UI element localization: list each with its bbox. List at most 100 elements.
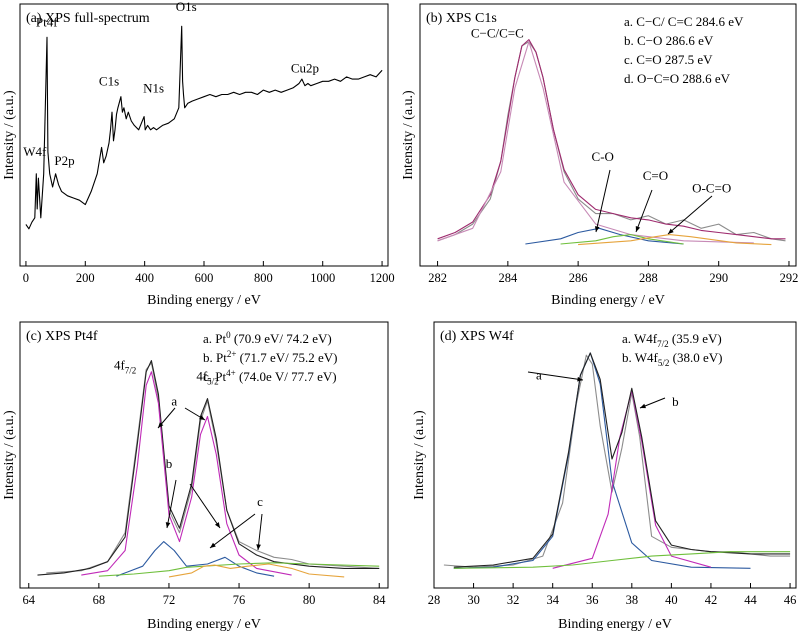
panel-c-frame (19, 321, 389, 589)
x-tick-label: 42 (705, 593, 718, 607)
peak-label: N1s (143, 80, 164, 95)
peak-label: Pt4f (36, 14, 58, 29)
x-tick-label: 288 (639, 271, 658, 285)
legend-entry: b. W4f5/2 (38.0 eV) (622, 350, 722, 368)
x-tick-label: 292 (780, 271, 799, 285)
peak-label: C-O (592, 149, 614, 164)
x-tick-label: 80 (303, 593, 316, 607)
x-tick-label: 1200 (370, 271, 395, 285)
panel-a-title: (a) XPS full-spectrum (26, 11, 150, 26)
panel-d-ylabel: Intensity / (a.u.) (412, 410, 427, 500)
legend-entry: a. Pt0 (70.9 eV/ 74.2 eV) (203, 330, 332, 346)
x-tick-label: 0 (23, 271, 29, 285)
peak-label: W4f (23, 144, 47, 159)
panel-b-xlabel: Binding energy / eV (551, 293, 665, 308)
peak-label: C=O (643, 168, 668, 183)
x-tick-label: 1000 (310, 271, 335, 285)
series-line-5 (578, 234, 772, 246)
x-tick-label: 44 (744, 593, 757, 607)
panel-d-title: (d) XPS W4f (440, 329, 514, 344)
panel-a-frame (19, 3, 389, 267)
x-tick-label: 76 (233, 593, 246, 607)
series-line-5 (168, 563, 345, 578)
peak-label: Cu2p (291, 61, 319, 76)
series-line-4 (98, 562, 380, 577)
x-tick-label: 36 (586, 593, 599, 607)
legend-entry: b. C−O 286.6 eV (624, 33, 714, 48)
series-line-4 (560, 234, 684, 245)
arrow-c-2 (209, 513, 256, 549)
arrow-c-o (595, 169, 611, 233)
panel-b-frame (419, 3, 797, 267)
series-line-0 (437, 41, 786, 242)
x-tick-label: 800 (254, 271, 273, 285)
peak-label: b (166, 456, 173, 471)
series-line-1 (437, 39, 786, 240)
x-tick-label: 64 (23, 593, 36, 607)
x-tick-label: 32 (507, 593, 520, 607)
arrow-c-2-head (210, 542, 216, 548)
legend-entry: c. C=O 287.5 eV (624, 52, 713, 67)
x-tick-label: 84 (373, 593, 386, 607)
panel-a-ylabel: Intensity / (a.u.) (2, 90, 17, 180)
x-tick-label: 200 (76, 271, 95, 285)
x-tick-label: 284 (498, 271, 518, 285)
x-tick-label: 400 (135, 271, 154, 285)
panel-b-title: (b) XPS C1s (426, 11, 497, 26)
panel-a-xlabel: Binding energy / eV (147, 293, 261, 308)
series-line-3 (525, 227, 684, 245)
arrow-b-1 (166, 479, 177, 529)
arrow-c-1-head (256, 544, 261, 550)
panel-b: (b) XPS C1s Binding energy / eV Intensit… (401, 3, 799, 308)
peak-label: c (257, 494, 263, 509)
series-line-1 (453, 352, 751, 569)
panel-c-title: (c) XPS Pt4f (26, 329, 98, 344)
x-tick-label: 34 (546, 593, 559, 607)
legend-entry: b. Pt2+ (71.7 eV/ 75.2 eV) (203, 349, 338, 365)
panel-c-xlabel: Binding energy / eV (147, 617, 261, 632)
peak-label: C1s (99, 74, 119, 89)
peak-label: O1s (176, 0, 197, 14)
panel-d-xlabel: Binding energy / eV (558, 617, 672, 632)
arrow-w-a-head (577, 376, 583, 382)
peak-label: O-C=O (692, 181, 731, 196)
x-tick-label: 40 (665, 593, 678, 607)
arrow-b-2 (189, 483, 221, 529)
arrow-c-eq-o (635, 189, 653, 233)
peak-label: C−C/C=C (471, 26, 524, 41)
arrow-o-c-eq-o (667, 195, 713, 235)
arrow-a-2-head (199, 415, 205, 420)
arrow-c-o-head (594, 226, 600, 232)
legend-entry: a. C−C/ C=C 284.6 eV (624, 14, 744, 29)
arrow-c-eq-o-head (635, 226, 641, 232)
panel-a: (a) XPS full-spectrum Binding energy / e… (2, 0, 395, 308)
arrow-b-2-head (214, 522, 220, 528)
peak-label: b (672, 394, 679, 409)
x-tick-label: 286 (569, 271, 588, 285)
x-tick-label: 72 (163, 593, 176, 607)
x-tick-label: 30 (467, 593, 480, 607)
x-tick-label: 290 (709, 271, 728, 285)
peak-label: 4f7/2 (114, 358, 136, 376)
series-line-3 (116, 541, 275, 577)
arrow-o-c-eq-o-head (668, 228, 674, 234)
series-line-3 (453, 352, 791, 568)
x-tick-label: 282 (428, 271, 447, 285)
series-line-1 (37, 360, 380, 576)
x-tick-label: 46 (784, 593, 797, 607)
arrow-a-1-head (158, 422, 164, 428)
series-line-2 (81, 371, 292, 576)
panel-c: (c) XPS Pt4f Binding energy / eV Intensi… (2, 321, 389, 632)
series-line-0 (46, 362, 380, 574)
series-line-0 (443, 354, 791, 568)
series-line-0 (25, 25, 383, 230)
panel-c-ylabel: Intensity / (a.u.) (2, 410, 17, 500)
legend-entry: a. W4f7/2 (35.9 eV) (622, 331, 722, 349)
series-line-4 (453, 551, 791, 569)
arrow-w-b-head (640, 403, 646, 409)
peak-label: a (536, 368, 542, 383)
arrow-b-1-head (165, 522, 171, 528)
panel-d-frame (433, 321, 797, 589)
x-tick-label: 38 (626, 593, 639, 607)
